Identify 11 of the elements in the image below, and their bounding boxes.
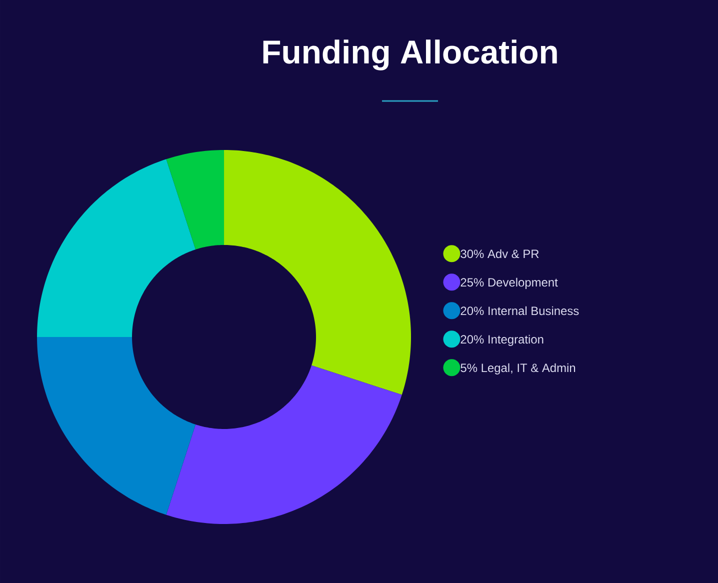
data-label: 25% — [460, 278, 484, 287]
legend-label: Integration — [488, 334, 544, 346]
legend-label: Internal Business — [488, 306, 579, 316]
data-label: 5% — [460, 364, 478, 372]
data-label: 20% — [460, 335, 484, 344]
data-label: 20% — [460, 306, 484, 316]
data-label: 30% — [460, 250, 484, 258]
legend-label: Adv & PR — [487, 249, 539, 258]
legend-label: Development — [488, 278, 558, 289]
chart-title: Funding Allocation — [263, 40, 557, 70]
legend-label: Legal, IT & Admin — [482, 363, 576, 374]
